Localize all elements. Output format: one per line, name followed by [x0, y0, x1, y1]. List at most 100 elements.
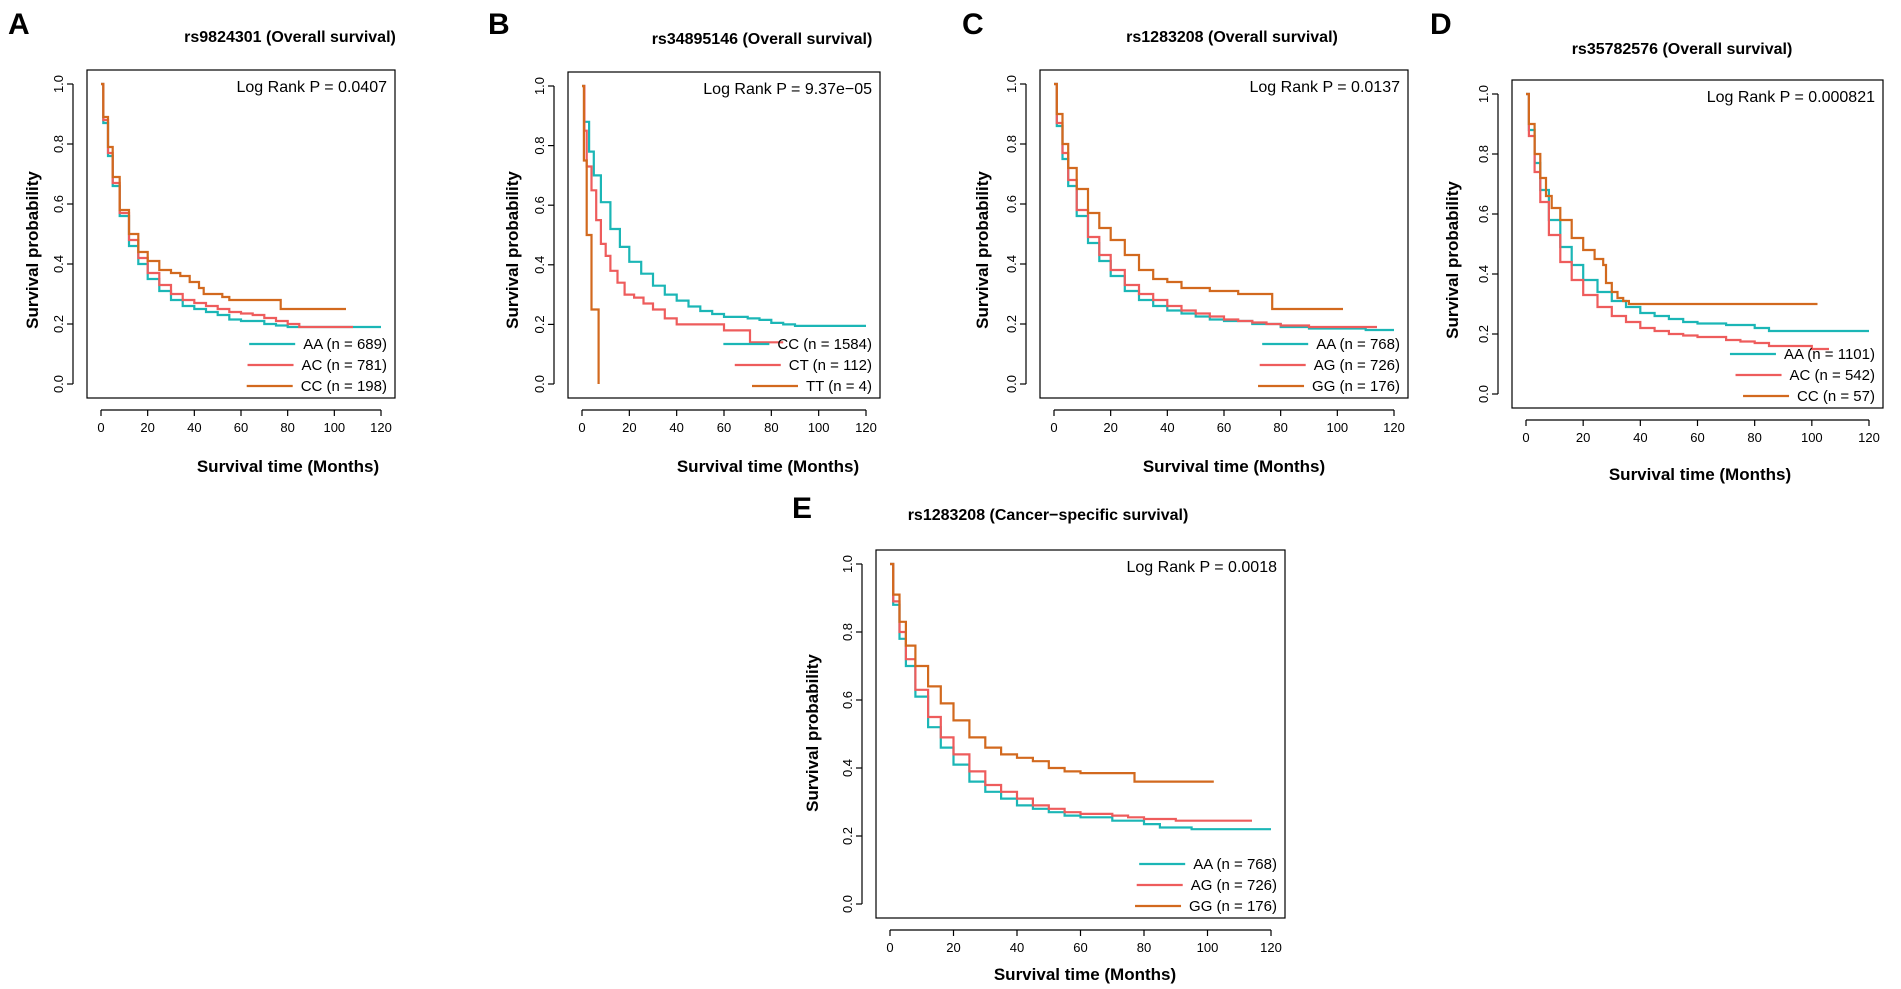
x-tick-label: 0: [1522, 430, 1529, 445]
legend-label: TT (n = 4): [806, 378, 872, 395]
log-rank-annotation: Log Rank P = 0.000821: [1707, 89, 1875, 106]
plot-frame: [1039, 69, 1409, 399]
legend-label: CC (n = 198): [301, 378, 387, 395]
legend-label: AA (n = 1101): [1784, 346, 1875, 363]
legend-label: AC (n = 781): [302, 357, 387, 374]
y-tick-label: 0.0: [532, 375, 547, 393]
x-axis-label: Survival time (Months): [994, 965, 1176, 984]
x-tick-label: 80: [1747, 430, 1761, 445]
y-tick-label: 0.8: [532, 137, 547, 155]
panel-letter: B: [488, 8, 510, 41]
x-tick-label: 120: [1260, 940, 1282, 955]
x-axis-label: Survival time (Months): [1143, 457, 1325, 476]
x-tick-label: 40: [187, 420, 201, 435]
plot-frame: [567, 71, 881, 399]
y-tick-label: 0.4: [840, 759, 855, 777]
survival-curve-2: [101, 82, 353, 329]
y-tick-label: 0.6: [1476, 205, 1491, 223]
x-tick-label: 120: [855, 420, 877, 435]
y-tick-label: 0.4: [532, 256, 547, 274]
x-tick-label: 40: [1160, 420, 1174, 435]
x-tick-label: 60: [717, 420, 731, 435]
chart-title: rs1283208 (Overall survival): [1126, 29, 1338, 46]
legend-label: GG (n = 176): [1312, 378, 1400, 395]
y-tick-label: 0.0: [51, 375, 66, 393]
y-tick-label: 0.4: [1476, 265, 1491, 283]
panel-letter: C: [962, 8, 984, 41]
panel-letter: A: [8, 8, 30, 41]
legend-label: AA (n = 689): [303, 336, 387, 353]
x-tick-label: 100: [1801, 430, 1823, 445]
y-axis-label: Survival probability: [803, 654, 822, 812]
survival-curve-2: [890, 562, 1252, 822]
y-tick-label: 0.8: [51, 135, 66, 153]
x-tick-label: 80: [1137, 940, 1151, 955]
panel-letter: D: [1430, 8, 1452, 41]
legend-label: GG (n = 176): [1189, 898, 1277, 915]
y-tick-label: 0.4: [51, 255, 66, 273]
y-tick-label: 1.0: [51, 75, 66, 93]
x-tick-label: 20: [140, 420, 154, 435]
x-axis-label: Survival time (Months): [197, 457, 379, 476]
x-tick-label: 40: [1633, 430, 1647, 445]
x-tick-label: 20: [946, 940, 960, 955]
chart-title: rs9824301 (Overall survival): [184, 29, 396, 46]
x-tick-label: 120: [1383, 420, 1405, 435]
y-tick-label: 0.2: [532, 315, 547, 333]
x-axis-label: Survival time (Months): [677, 457, 859, 476]
survival-curve-1: [1526, 92, 1869, 333]
y-tick-label: 0.2: [51, 315, 66, 333]
legend-label: AG (n = 726): [1191, 877, 1277, 894]
x-tick-label: 40: [669, 420, 683, 435]
y-tick-label: 0.8: [1004, 135, 1019, 153]
y-tick-label: 0.8: [840, 623, 855, 641]
y-axis-label: Survival probability: [973, 171, 992, 329]
chart-title: rs34895146 (Overall survival): [652, 31, 873, 48]
y-tick-label: 0.0: [1476, 385, 1491, 403]
y-axis-label: Survival probability: [1443, 181, 1462, 339]
y-axis-label: Survival probability: [503, 171, 522, 329]
x-tick-label: 80: [764, 420, 778, 435]
survival-curve-3: [890, 562, 1214, 783]
y-tick-label: 0.6: [1004, 195, 1019, 213]
y-tick-label: 1.0: [1004, 75, 1019, 93]
survival-curve-3: [582, 84, 600, 384]
log-rank-annotation: Log Rank P = 0.0018: [1127, 559, 1278, 576]
legend-label: AA (n = 768): [1193, 856, 1277, 873]
plot-frame: [875, 549, 1286, 919]
survival-curve-1: [1054, 82, 1394, 332]
panel-letter: E: [792, 492, 812, 525]
x-tick-label: 20: [1103, 420, 1117, 435]
x-tick-label: 0: [578, 420, 585, 435]
x-tick-label: 40: [1010, 940, 1024, 955]
y-tick-label: 0.6: [840, 691, 855, 709]
survival-curve-1: [582, 84, 866, 327]
x-tick-label: 0: [1050, 420, 1057, 435]
y-tick-label: 0.2: [1004, 315, 1019, 333]
survival-curve-2: [582, 84, 784, 344]
y-tick-label: 1.0: [532, 77, 547, 95]
survival-curve-1: [890, 562, 1271, 831]
y-tick-label: 0.2: [1476, 325, 1491, 343]
y-tick-label: 0.8: [1476, 145, 1491, 163]
plot-frame: [1511, 79, 1884, 409]
x-tick-label: 100: [808, 420, 830, 435]
chart-title: rs35782576 (Overall survival): [1572, 41, 1793, 58]
x-tick-label: 20: [622, 420, 636, 435]
log-rank-annotation: Log Rank P = 0.0407: [237, 79, 388, 96]
chart-title: rs1283208 (Cancer−specific survival): [908, 507, 1189, 524]
y-tick-label: 0.4: [1004, 255, 1019, 273]
legend-label: CC (n = 57): [1797, 388, 1875, 405]
legend-label: CC (n = 1584): [777, 336, 872, 353]
x-tick-label: 20: [1576, 430, 1590, 445]
y-tick-label: 0.6: [51, 195, 66, 213]
x-tick-label: 100: [323, 420, 345, 435]
y-tick-label: 0.6: [532, 196, 547, 214]
y-axis-label: Survival probability: [23, 171, 42, 329]
legend-label: AA (n = 768): [1316, 336, 1400, 353]
